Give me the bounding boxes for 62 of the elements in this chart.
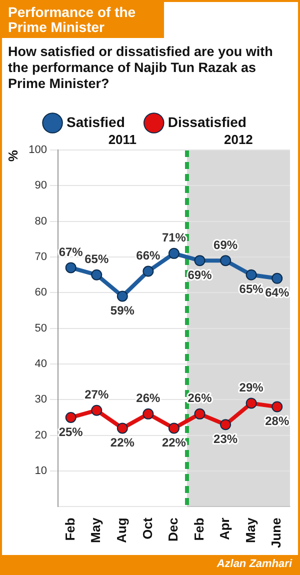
y-tick-label: 100 — [28, 144, 47, 156]
data-label: 64% — [265, 286, 290, 300]
y-axis-title: % — [5, 150, 20, 162]
x-tick-label: Feb — [62, 518, 78, 541]
text: Azlan Zamhari — [2, 555, 298, 573]
point — [220, 255, 232, 266]
data-label: 26% — [188, 391, 212, 406]
data-label: 69% — [188, 268, 212, 282]
x-tick-label: June — [268, 518, 284, 548]
x-tick-label: Aug — [114, 518, 129, 543]
point — [168, 422, 180, 434]
x-tick-label: Apr — [217, 518, 232, 540]
y-tick-label: 10 — [34, 465, 47, 478]
y-tick-label: 60 — [34, 286, 47, 299]
data-label: 22% — [110, 436, 135, 450]
text: 2011 — [108, 132, 137, 148]
point — [194, 408, 206, 420]
point — [194, 255, 206, 266]
data-label: 69% — [214, 238, 238, 252]
legend-label: Satisfied — [66, 114, 125, 130]
chart-subtitle: How satisfied or dissatisfied are you with the performance of Najib Tun Razak as Prime Minister? — [7, 43, 274, 93]
data-label: 66% — [136, 248, 161, 263]
point — [91, 269, 102, 280]
point — [65, 262, 76, 274]
point — [142, 266, 154, 277]
point — [246, 269, 257, 280]
y-tick-label: 80 — [34, 215, 47, 228]
data-label: 59% — [110, 304, 135, 318]
point — [168, 248, 180, 259]
x-tick-label: Dec — [166, 518, 181, 542]
point — [220, 419, 232, 430]
data-label: 67% — [58, 245, 84, 260]
data-label: 26% — [136, 391, 161, 406]
data-label: 27% — [84, 388, 109, 402]
chart-title: Performance of the Prime Minister — [2, 2, 164, 38]
legend-label: Dissatisfied — [168, 114, 246, 130]
data-label: 65% — [84, 252, 109, 266]
x-tick-label: May — [88, 516, 104, 543]
point — [116, 290, 128, 302]
data-label: 28% — [265, 414, 290, 428]
y-tick-label: 50 — [34, 322, 47, 334]
data-label: 23% — [214, 432, 238, 446]
point — [91, 404, 102, 416]
text: 2012 — [224, 132, 253, 148]
x-tick-label: Feb — [191, 518, 206, 541]
x-tick-label: Oct — [140, 516, 155, 540]
data-label: 25% — [58, 424, 84, 439]
y-tick-label: 70 — [34, 251, 47, 264]
y-tick-label: 90 — [34, 180, 47, 192]
point — [272, 272, 283, 284]
point — [246, 398, 257, 409]
y-tick-label: 20 — [34, 429, 47, 442]
point — [116, 422, 128, 434]
data-label: 22% — [162, 436, 186, 450]
data-label: 29% — [239, 380, 264, 395]
y-tick-label: 40 — [34, 358, 47, 370]
y-tick-label: 30 — [34, 394, 47, 406]
point — [142, 408, 154, 420]
point — [65, 412, 76, 423]
data-label: 65% — [239, 282, 264, 296]
x-tick-label: May — [242, 516, 258, 543]
point — [272, 401, 283, 412]
